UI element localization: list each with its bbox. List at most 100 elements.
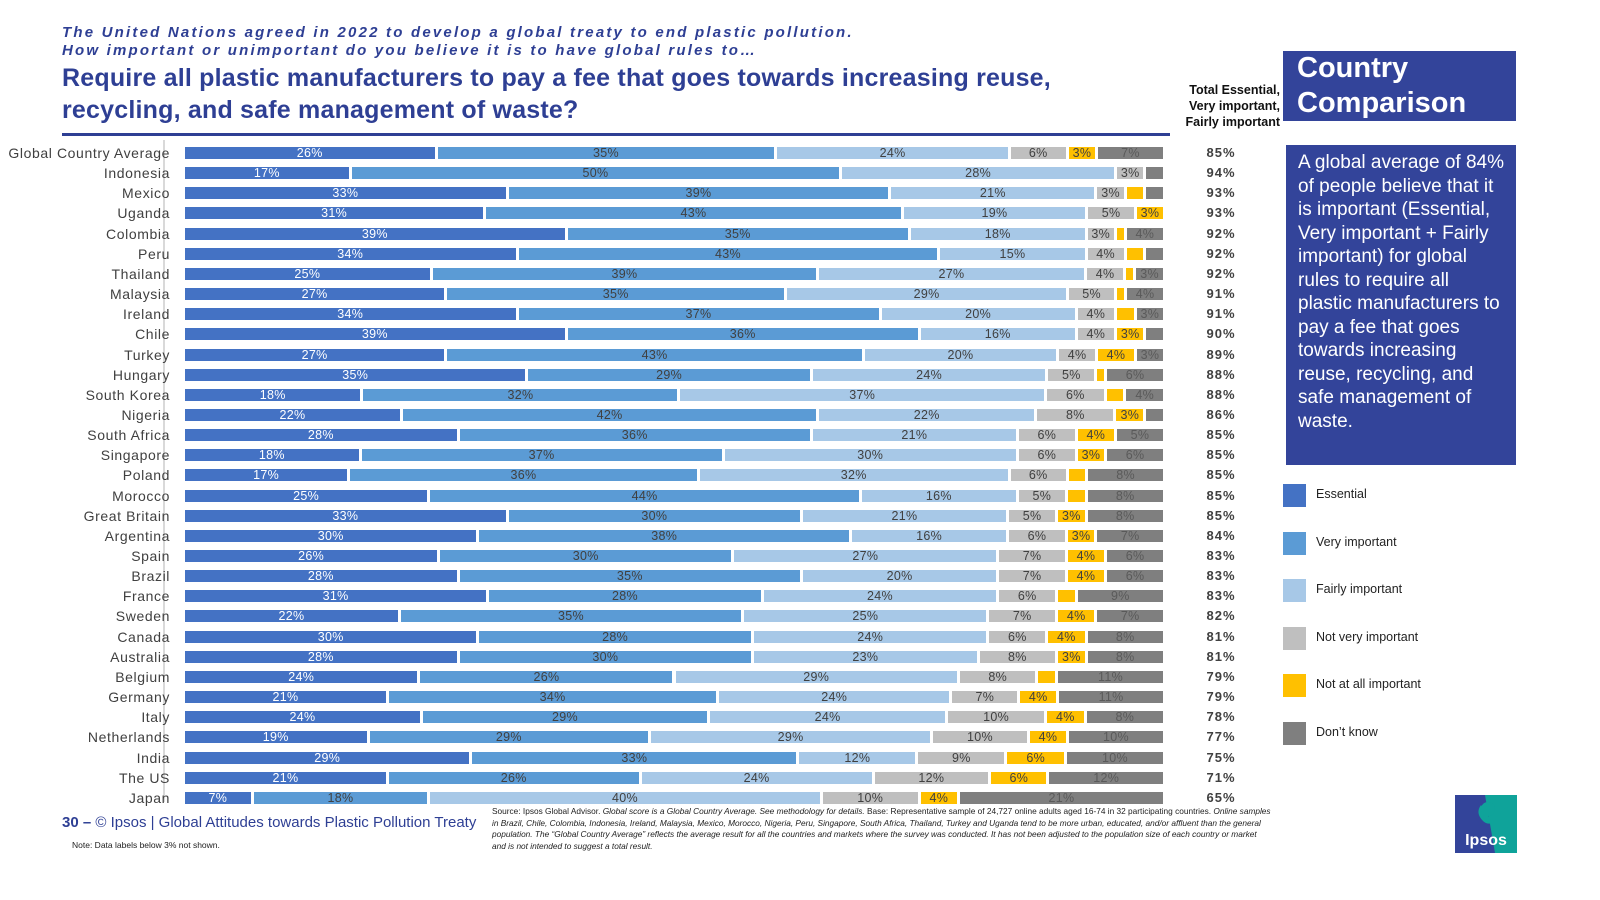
category-label: Brazil: [131, 568, 170, 585]
bar-segment-not-at-all-important: 3%: [1116, 408, 1144, 421]
bar-segment-dont-know: 21%: [959, 791, 1163, 804]
category-label: Thailand: [111, 265, 170, 282]
category-label: Japan: [128, 789, 170, 806]
bar-segment-dont-know: 8%: [1087, 509, 1163, 522]
bar-segment-fairly-important: 24%: [719, 691, 950, 704]
bar-segment-essential: 27%: [185, 348, 445, 361]
total-value-label: 85%: [1206, 145, 1236, 160]
bar-segment-not-very-important: 6%: [999, 590, 1056, 603]
bar-segment-fairly-important: 15%: [940, 247, 1085, 260]
bar-segment-fairly-important: 20%: [864, 348, 1057, 361]
total-value-label: 75%: [1206, 749, 1236, 765]
bar-segment-dont-know: 6%: [1107, 368, 1163, 381]
legend-label: Essential: [1316, 487, 1367, 501]
bar-segment-dont-know: 8%: [1087, 650, 1163, 663]
bar-segment-essential: 28%: [185, 650, 457, 663]
bar-segment-essential: 17%: [185, 469, 348, 482]
source-sample-note: Online samples in Brazil, Chile, Colombi…: [492, 806, 1271, 851]
bar-segment-not-at-all-important: [1116, 227, 1124, 240]
bar-segment-not-very-important: 5%: [1009, 509, 1056, 522]
total-value-label: 65%: [1206, 789, 1236, 805]
bar-segment-not-very-important: 8%: [959, 670, 1036, 683]
bar-segment-fairly-important: 29%: [651, 731, 930, 744]
bar-segment-fairly-important: 27%: [734, 550, 997, 562]
bar-segment-not-at-all-important: 4%: [920, 791, 957, 804]
title-line-1: Require all plastic manufacturers to pay…: [62, 64, 1051, 92]
bar-segment-very-important: 32%: [363, 388, 678, 401]
bar-segment-dont-know: 12%: [1049, 771, 1163, 784]
bar-segment-not-very-important: 5%: [1068, 288, 1115, 301]
bar-segment-fairly-important: 21%: [891, 187, 1095, 200]
bar-segment-dont-know: 4%: [1126, 227, 1163, 240]
data-label-note: Note: Data labels below 3% not shown.: [72, 840, 220, 850]
legend-label: Very important: [1316, 534, 1397, 549]
bar-segment-dont-know: 3%: [1136, 308, 1163, 321]
bar-segment-not-very-important: 10%: [948, 711, 1045, 724]
bar-segment-not-at-all-important: [1116, 308, 1134, 321]
total-value-label: 89%: [1206, 346, 1236, 362]
bar-segment-not-very-important: 9%: [918, 751, 1005, 764]
category-label: Uganda: [117, 205, 170, 222]
badge-line-2: Comparison: [1297, 87, 1467, 119]
bar-segment-not-at-all-important: 3%: [1058, 509, 1085, 522]
title-line-2: recycling, and safe management of waste?: [62, 96, 579, 124]
bar-segment-essential: 18%: [185, 449, 359, 462]
bar-segment-very-important: 36%: [459, 429, 810, 442]
bar-segment-essential: 25%: [185, 489, 428, 502]
total-value-label: 79%: [1206, 668, 1236, 684]
bar-segment-not-at-all-important: 3%: [1068, 147, 1095, 159]
bar-segment-not-very-important: 6%: [1010, 147, 1066, 159]
bar-segment-not-at-all-important: [1068, 469, 1086, 482]
bar-segment-fairly-important: 28%: [842, 167, 1114, 180]
category-label: Argentina: [104, 527, 170, 544]
category-label: South Africa: [87, 427, 170, 444]
bar-segment-fairly-important: 12%: [799, 751, 916, 764]
bar-segment-not-very-important: 6%: [1047, 388, 1104, 401]
bar-segment-very-important: 35%: [400, 610, 742, 623]
page-number: 30 –: [62, 814, 92, 831]
bar-segment-not-very-important: 7%: [989, 610, 1056, 623]
category-label: Indonesia: [103, 165, 170, 182]
bar-segment-dont-know: 6%: [1107, 550, 1163, 562]
country-comparison-badge: Country Comparison: [1283, 51, 1516, 121]
bar-segment-fairly-important: 29%: [675, 670, 957, 683]
bar-segment-dont-know: 3%: [1136, 348, 1163, 361]
total-value-label: 93%: [1206, 205, 1236, 221]
bar-segment-not-at-all-important: 3%: [1067, 529, 1095, 542]
bar-segment-fairly-important: 20%: [881, 308, 1075, 321]
bar-segment-not-at-all-important: 4%: [1030, 731, 1066, 744]
bar-segment-essential: 27%: [185, 288, 445, 301]
bar-segment-not-at-all-important: [1106, 388, 1124, 401]
total-value-label: 85%: [1206, 507, 1236, 523]
bar-segment-not-at-all-important: 3%: [1077, 449, 1105, 462]
category-label: Peru: [138, 245, 170, 262]
bar-segment-very-important: 43%: [518, 247, 938, 260]
bar-segment-fairly-important: 16%: [852, 529, 1007, 542]
bar-segment-dont-know: 10%: [1068, 731, 1163, 744]
bar-segment-dont-know: 9%: [1077, 590, 1163, 603]
total-value-label: 71%: [1206, 769, 1236, 785]
bar-segment-dont-know: 4%: [1127, 288, 1163, 301]
total-value-label: 92%: [1206, 245, 1236, 261]
legend-label: Not very important: [1316, 629, 1419, 644]
total-value-label: 83%: [1206, 568, 1236, 584]
category-label: Nigeria: [121, 406, 170, 423]
total-value-label: 82%: [1206, 608, 1236, 624]
category-label: Malaysia: [109, 286, 170, 303]
bar-segment-not-at-all-important: 4%: [1098, 348, 1134, 361]
bar-segment-not-at-all-important: 4%: [1020, 691, 1057, 704]
total-value-label: 86%: [1206, 406, 1236, 422]
bar-segment-dont-know: 11%: [1059, 691, 1163, 704]
bar-segment-not-very-important: 6%: [1018, 429, 1075, 442]
bar-segment-not-very-important: 4%: [1086, 267, 1124, 280]
bar-segment-not-very-important: 4%: [1059, 348, 1095, 361]
bar-segment-not-very-important: 5%: [1088, 207, 1134, 220]
category-label: Australia: [110, 648, 170, 665]
legend-swatch: [1283, 579, 1306, 602]
legend-swatch: [1283, 531, 1306, 555]
chart-title: Require all plastic manufacturers to pay…: [62, 62, 1142, 126]
legend-swatch: [1283, 626, 1306, 650]
bar-segment-fairly-important: 22%: [819, 408, 1035, 421]
bar-segment-fairly-important: 21%: [803, 509, 1007, 522]
bar-segment-not-at-all-important: 6%: [991, 771, 1047, 784]
